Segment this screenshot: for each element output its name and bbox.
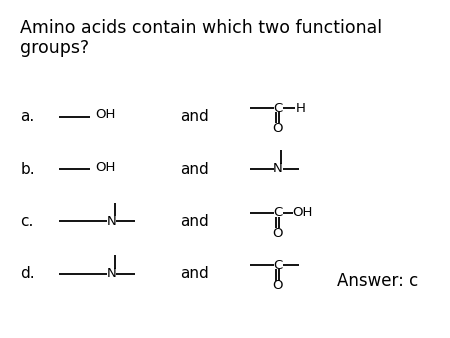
Text: d.: d.	[20, 266, 35, 281]
Text: C: C	[274, 207, 283, 219]
Text: and: and	[180, 162, 209, 176]
Text: H: H	[296, 102, 306, 115]
Text: Answer: c: Answer: c	[338, 271, 418, 290]
Text: OH: OH	[95, 108, 116, 121]
Text: O: O	[272, 227, 283, 240]
Text: C: C	[274, 259, 283, 272]
Text: b.: b.	[20, 162, 35, 176]
Text: c.: c.	[20, 214, 34, 229]
Text: O: O	[272, 279, 283, 292]
Text: O: O	[272, 122, 283, 135]
Text: OH: OH	[292, 207, 313, 219]
Text: N: N	[107, 267, 117, 280]
Text: Amino acids contain which two functional
groups?: Amino acids contain which two functional…	[20, 19, 382, 57]
Text: a.: a.	[20, 109, 35, 124]
Text: and: and	[180, 214, 209, 229]
Text: OH: OH	[95, 161, 116, 174]
Text: C: C	[274, 102, 283, 115]
Text: N: N	[273, 163, 283, 175]
Text: and: and	[180, 109, 209, 124]
Text: N: N	[107, 215, 117, 228]
Text: and: and	[180, 266, 209, 281]
